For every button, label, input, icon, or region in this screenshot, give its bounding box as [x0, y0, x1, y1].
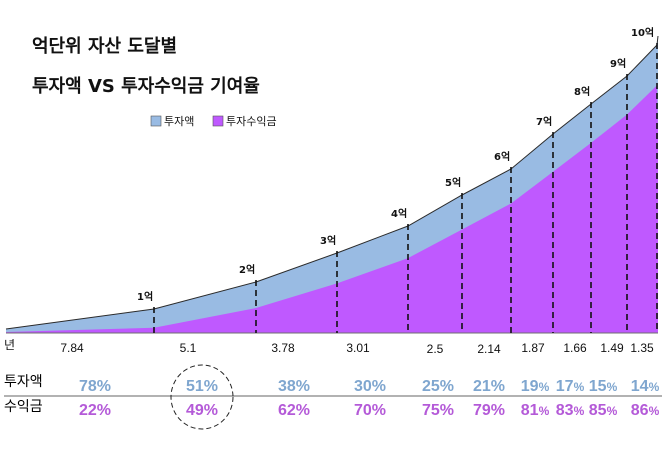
x-unit-label: 년 [4, 338, 15, 352]
gain-share-pct: 79% [473, 402, 505, 419]
years-between-row: 7.84 5.1 3.78 3.01 2.5 2.14 1.87 1.66 1.49 1.35 [60, 341, 654, 356]
investment-share-pct: 14% [631, 378, 660, 395]
gain-share-pct: 85% [589, 402, 618, 419]
milestone-label: 10억 [631, 27, 654, 39]
investment-share-pct: 21% [473, 378, 505, 395]
chart-subtitle: 투자액 VS 투자수익금 기여율 [32, 76, 260, 97]
gain-row-label: 수익금 [4, 399, 43, 415]
gain-share-pct: 75% [422, 402, 454, 419]
years-between-label: 1.49 [600, 341, 624, 355]
years-between-label: 3.78 [271, 341, 295, 355]
milestone-label: 1억 [137, 291, 153, 303]
years-between-label: 2.5 [427, 342, 444, 356]
gain-share-pct: 86% [631, 402, 660, 419]
legend-investment-swatch [150, 115, 162, 127]
years-between-label: 1.66 [563, 341, 587, 355]
years-between-label: 5.1 [180, 341, 197, 355]
gain-share-pct: 49% [186, 402, 218, 419]
years-between-label: 2.14 [477, 342, 501, 356]
gain-share-pct: 83% [556, 402, 585, 419]
investment-share-pct: 17% [556, 378, 585, 395]
gain-share-pct: 70% [354, 402, 386, 419]
milestone-label: 7억 [536, 116, 552, 128]
years-between-label: 3.01 [346, 341, 370, 355]
milestone-label: 9억 [610, 58, 626, 70]
investment-share-pct: 15% [589, 378, 618, 395]
milestone-label: 6억 [494, 151, 510, 163]
milestone-label: 5억 [445, 177, 461, 189]
total-edge-line [5, 35, 659, 330]
investment-share-pct: 51% [186, 378, 218, 395]
chart-title: 억단위 자산 도달별 [32, 36, 177, 57]
legend-gain-swatch [212, 115, 224, 127]
years-between-label: 7.84 [60, 341, 84, 355]
legend-gain-label: 투자수익금 [226, 115, 277, 128]
share-percentages: 78% 51% 38% 30% 25% 21% 19% 17% 15% 14% 22% 49% 62% 7… [79, 378, 660, 419]
highlight-circle [170, 364, 234, 430]
investment-share-pct: 78% [79, 378, 111, 395]
gain-share-pct: 62% [278, 402, 310, 419]
legend-investment-label: 투자액 [164, 115, 194, 128]
milestone-label: 3억 [320, 235, 336, 247]
investment-share-pct: 30% [354, 378, 386, 395]
years-between-label: 1.87 [521, 341, 545, 355]
investment-share-pct: 25% [422, 378, 454, 395]
years-between-label: 1.35 [630, 341, 654, 355]
investment-share-pct: 38% [278, 378, 310, 395]
investment-share-pct: 19% [521, 378, 550, 395]
investment-row-label: 투자액 [4, 374, 43, 390]
milestone-label: 4억 [391, 208, 407, 220]
gain-share-pct: 81% [521, 402, 550, 419]
milestone-label: 2억 [239, 264, 255, 276]
gain-area [6, 85, 658, 333]
milestone-markers: 1억 2억 3억 4억 5억 6억 7억 8억 9억 10억 [137, 27, 658, 333]
milestone-label: 8억 [574, 86, 590, 98]
gain-share-pct: 22% [79, 402, 111, 419]
